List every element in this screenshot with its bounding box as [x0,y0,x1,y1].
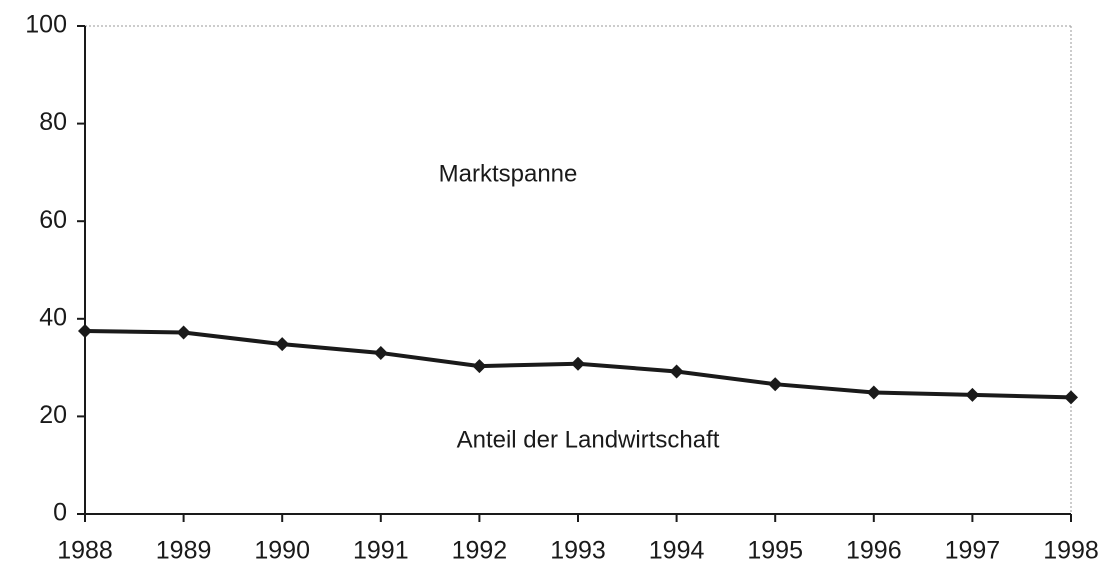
marker [472,359,487,374]
marker [866,385,881,400]
x-tick-label: 1988 [57,537,113,565]
marker [768,377,783,392]
x-tick-label: 1992 [452,537,508,565]
marker [275,337,290,352]
x-tick-label: 1989 [156,537,212,565]
x-tick-label: 1997 [945,537,1001,565]
x-tick-label: 1993 [550,537,606,565]
y-tick-label: 20 [39,401,67,429]
marker [176,325,191,340]
annotation: Marktspanne [439,160,578,187]
x-tick-label: 1994 [649,537,705,565]
marker [373,345,388,360]
y-tick-label: 80 [39,108,67,136]
marker [669,364,684,379]
marker [78,324,92,338]
x-tick-label: 1990 [254,537,310,565]
y-tick-label: 100 [25,11,67,39]
x-tick-label: 1998 [1043,537,1099,565]
marker [965,387,980,402]
x-tick-label: 1996 [846,537,902,565]
marker [1064,390,1078,405]
y-tick-label: 60 [39,206,67,234]
x-tick-label: 1995 [747,537,803,565]
marker [571,356,585,371]
annotation: Anteil der Landwirtschaft [457,426,720,453]
x-tick-label: 1991 [353,537,409,565]
y-tick-label: 40 [39,303,67,331]
y-tick-label: 0 [53,499,67,527]
